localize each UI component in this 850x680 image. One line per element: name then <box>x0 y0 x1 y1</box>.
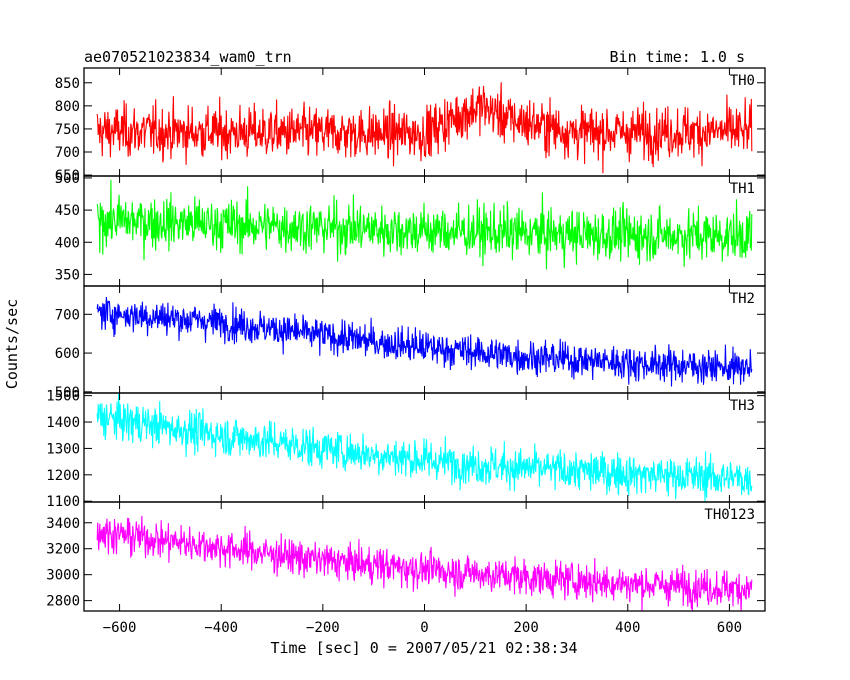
y-tick-label: 1200 <box>46 468 80 484</box>
x-tick-label: −200 <box>306 620 340 636</box>
panel-th0123: 2800 3000 3200 3400 TH0123 <box>46 501 766 612</box>
bin-time-label: Bin time: 1.0 s <box>610 48 745 66</box>
panel-label: TH0 <box>730 73 755 89</box>
y-tick-label: 2800 <box>46 594 80 610</box>
y-tick-label: 700 <box>55 307 80 323</box>
x-tick-label: −600 <box>103 620 137 636</box>
y-tick-label: 450 <box>55 203 80 219</box>
panel-label: TH1 <box>730 181 755 197</box>
x-tick-label: 0 <box>420 620 428 636</box>
panel-th2: 500 600 700 TH2 <box>55 285 766 401</box>
y-tick-label: 850 <box>55 76 80 92</box>
x-tick-label: 200 <box>513 620 538 636</box>
chart-title: ae070521023834_wam0_trn <box>84 48 292 66</box>
x-tick-label: 400 <box>615 620 640 636</box>
series-line-th2 <box>96 296 753 387</box>
panels-layer: 650 700 750 800 850 TH0 350 400 450 500 TH1 500 600 7… <box>46 67 766 636</box>
y-tick-label: 1300 <box>46 441 80 457</box>
panel-label: TH2 <box>730 291 755 307</box>
series-line-th0 <box>96 82 753 174</box>
y-tick-label: 700 <box>55 145 80 161</box>
panel-th0: 650 700 750 800 850 TH0 <box>55 67 766 184</box>
y-tick-label: 3200 <box>46 542 80 558</box>
y-tick-label: 650 <box>55 168 80 184</box>
y-tick-label: 1400 <box>46 415 80 431</box>
x-tick-label: −400 <box>204 620 238 636</box>
x-tick-label: 600 <box>717 620 742 636</box>
y-tick-label: 350 <box>55 267 80 283</box>
y-tick-label: 750 <box>55 122 80 138</box>
panel-label: TH3 <box>730 398 755 414</box>
y-tick-label: 600 <box>55 346 80 362</box>
series-line-th3 <box>96 393 753 502</box>
panel-frame <box>83 501 766 612</box>
y-tick-label: 400 <box>55 235 80 251</box>
y-tick-label: 800 <box>55 99 80 115</box>
y-tick-label: 1100 <box>46 494 80 510</box>
series-line-th0123 <box>96 515 753 611</box>
y-tick-label: 1500 <box>46 389 80 405</box>
y-tick-label: 500 <box>55 385 80 401</box>
y-axis-label: Counts/sec <box>3 299 21 389</box>
panel-th3: 1100 1200 1300 1400 1500 TH3 <box>46 389 766 510</box>
panel-frame <box>83 285 766 394</box>
y-tick-label: 500 <box>55 171 80 187</box>
y-tick-label: 3000 <box>46 568 80 584</box>
x-axis-label: Time [sec] 0 = 2007/05/21 02:38:34 <box>270 639 577 657</box>
panel-th1: 350 400 450 500 TH1 <box>55 171 766 287</box>
panel-label: TH0123 <box>704 507 755 523</box>
y-tick-label: 3400 <box>46 516 80 532</box>
series-line-th1 <box>96 179 753 270</box>
